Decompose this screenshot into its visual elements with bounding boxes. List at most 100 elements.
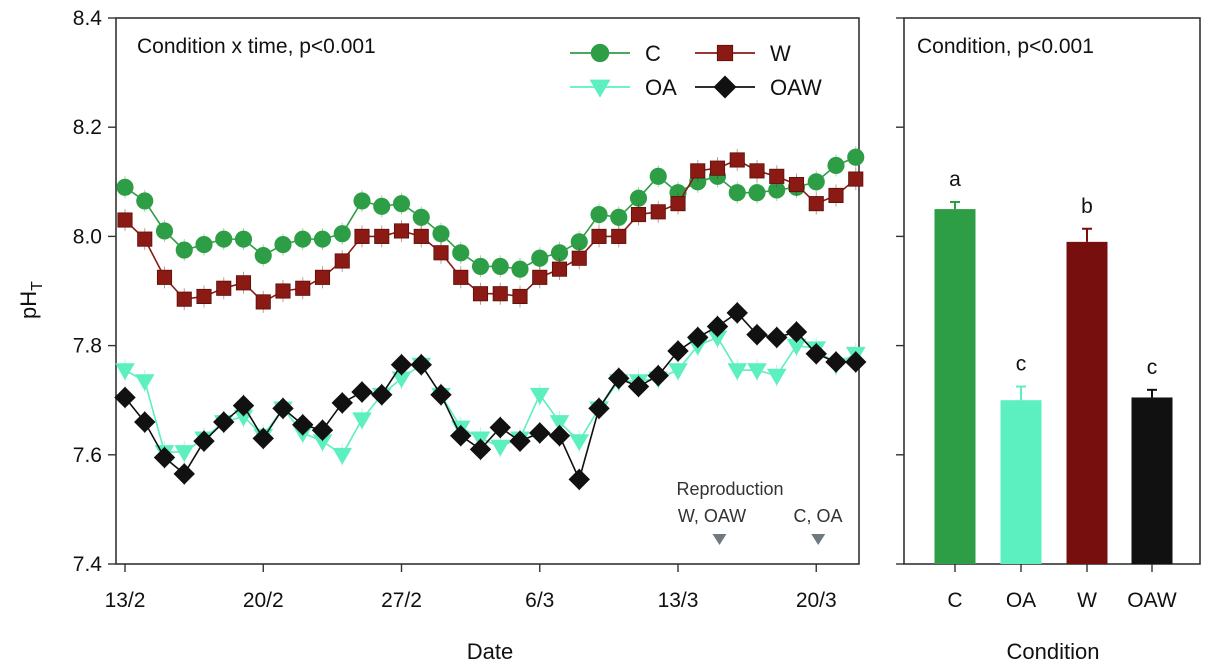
reproduction-annotations: Reproduction W, OAW C, OA (676, 479, 843, 545)
data-point (630, 207, 647, 223)
data-point (313, 230, 332, 248)
data-point (571, 250, 587, 266)
data-point (668, 363, 688, 381)
data-point (512, 288, 528, 305)
x-tick-label: 13/3 (658, 589, 699, 612)
legend-entry-w: W (695, 41, 791, 66)
data-point (175, 241, 193, 259)
data-point (294, 230, 312, 248)
data-point (352, 412, 372, 430)
data-point (746, 323, 768, 346)
data-point (213, 411, 235, 433)
time-series-panel: 7.4 7.6 7.8 8.0 8.2 8.4 13/2 20/2 27/2 6/3 13/3 20… (16, 7, 867, 664)
bar-rect (934, 209, 976, 564)
data-point (548, 424, 571, 447)
legend-label: OA (645, 75, 677, 100)
data-point (216, 280, 232, 296)
data-point (136, 192, 154, 210)
series-group (114, 146, 867, 491)
bar-rect (1066, 241, 1108, 565)
data-point (747, 363, 767, 381)
data-point (588, 397, 610, 420)
data-point (568, 468, 590, 491)
data-point (453, 269, 469, 285)
legend-marker (590, 43, 610, 63)
data-point (491, 257, 509, 275)
y-tick-label: 8.4 (73, 7, 103, 30)
data-point (215, 230, 233, 248)
data-point (769, 168, 785, 184)
data-point (569, 434, 590, 452)
data-point (785, 321, 808, 343)
data-point (471, 257, 490, 275)
data-point (610, 208, 628, 226)
data-point (390, 354, 413, 376)
data-point (392, 195, 411, 213)
bar-w: bW (1066, 195, 1108, 612)
data-point (808, 196, 824, 212)
annotation-w-oaw: W, OAW (678, 506, 746, 526)
data-point (153, 446, 176, 469)
data-point (670, 196, 686, 212)
data-point (649, 167, 667, 185)
data-point (848, 171, 864, 187)
series-oa (115, 326, 866, 466)
x-tick-label: 6/3 (525, 589, 554, 612)
legend-label: OAW (770, 75, 822, 100)
data-point (472, 286, 489, 302)
data-point (687, 326, 709, 349)
bar-significance-letter: b (1081, 195, 1093, 218)
data-point (690, 163, 706, 179)
time-series-panel-label: Condition x time, p<0.001 (137, 35, 376, 58)
data-point (492, 286, 508, 302)
bar-significance-letter: c (1016, 353, 1027, 376)
data-point (371, 384, 393, 406)
data-point (254, 246, 272, 265)
x-tick-label: 20/3 (796, 589, 837, 612)
legend-label: C (645, 41, 661, 66)
data-point (611, 228, 627, 244)
y-tick-label: 7.4 (73, 553, 103, 576)
data-point (827, 156, 845, 174)
data-point (334, 253, 350, 269)
data-point (235, 275, 252, 291)
legend-marker (589, 79, 611, 98)
x-tick-label: 20/2 (243, 589, 284, 612)
annotation-c-oa: C, OA (793, 506, 842, 526)
data-point (825, 351, 847, 373)
data-point (292, 414, 314, 436)
data-point (134, 411, 156, 433)
legend-entry-c: C (570, 41, 661, 66)
data-point (252, 427, 274, 450)
y-tick-label: 7.8 (73, 335, 102, 358)
data-point (570, 233, 588, 251)
data-point (450, 424, 472, 447)
y-axis-ticks: 7.4 7.6 7.8 8.0 8.2 8.4 (73, 7, 116, 576)
data-point (509, 430, 531, 452)
data-point (274, 236, 292, 254)
series-oaw (114, 301, 867, 491)
legend-entry-oa: OA (570, 75, 677, 100)
bar-plot-frame (903, 17, 1201, 565)
annotation-reproduction: Reproduction (676, 479, 783, 499)
data-point (627, 375, 650, 398)
bar-significance-letter: a (949, 168, 961, 191)
bar-category-label: OA (1006, 589, 1036, 612)
legend-marker (716, 44, 734, 62)
bar-c: aC (934, 168, 976, 612)
bar-y-axis-ticks (896, 17, 904, 565)
data-point (373, 197, 391, 215)
data-point (532, 269, 548, 285)
reproduction-marker-icon (712, 534, 727, 545)
data-point (727, 363, 748, 381)
bar-oaw: c OAW (1127, 356, 1177, 612)
data-point (275, 283, 291, 299)
data-point (452, 244, 470, 262)
x-tick-label: 13/2 (105, 589, 146, 612)
data-point (354, 228, 370, 244)
series-line-c (124, 156, 857, 270)
legend-entry-oaw: OAW (695, 75, 822, 100)
x-axis-ticks: 13/2 20/2 27/2 6/3 13/3 20/3 (105, 564, 837, 612)
